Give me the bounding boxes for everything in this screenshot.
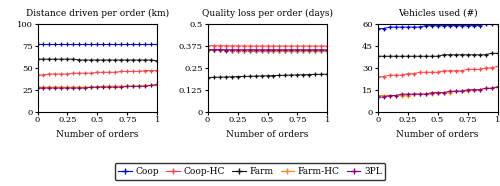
X-axis label: Number of orders: Number of orders	[56, 130, 138, 139]
Title: Vehicles used (#): Vehicles used (#)	[398, 9, 477, 18]
X-axis label: Number of orders: Number of orders	[226, 130, 308, 139]
X-axis label: Number of orders: Number of orders	[396, 130, 479, 139]
Legend: Coop, Coop-HC, Farm, Farm-HC, 3PL: Coop, Coop-HC, Farm, Farm-HC, 3PL	[114, 163, 386, 180]
Title: Quality loss per order (days): Quality loss per order (days)	[202, 9, 333, 18]
Title: Distance driven per order (km): Distance driven per order (km)	[26, 9, 169, 18]
